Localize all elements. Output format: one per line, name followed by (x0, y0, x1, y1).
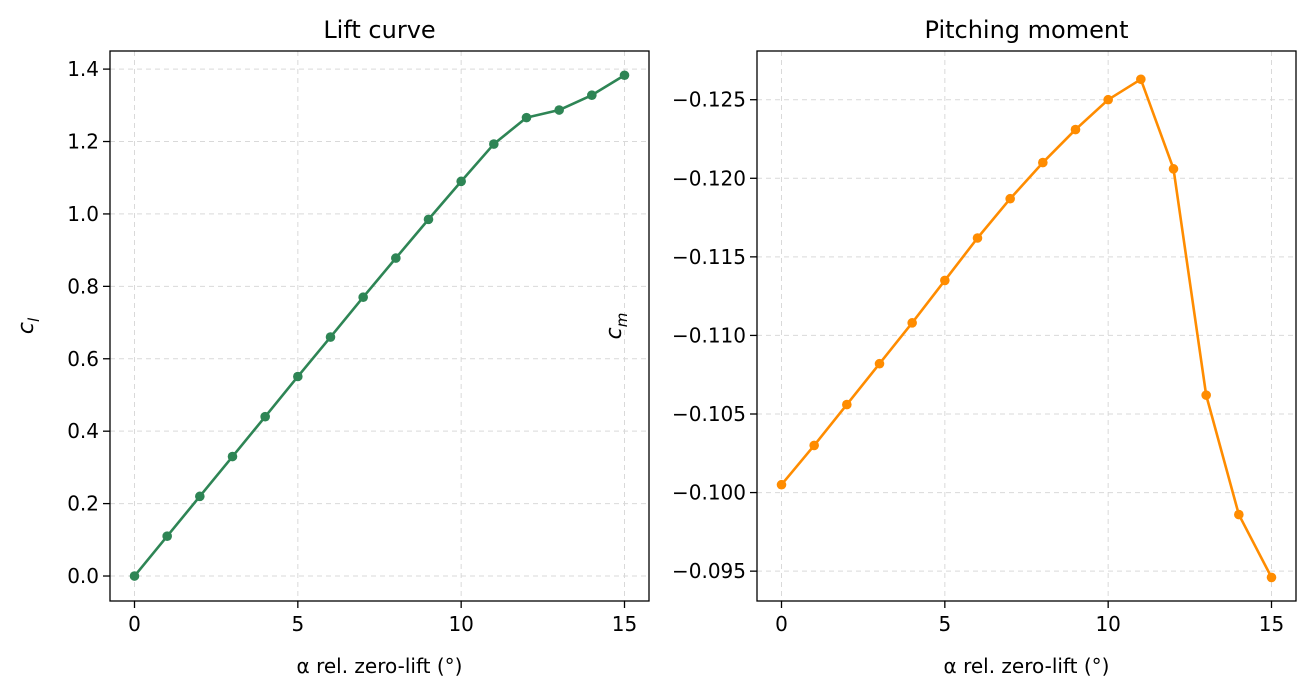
x-tick-label: 5 (291, 612, 304, 636)
y-axis-label: cm (602, 313, 631, 340)
data-point (489, 139, 499, 149)
data-point (260, 411, 270, 422)
data-point (940, 275, 950, 286)
data-point (1234, 509, 1244, 520)
x-tick-label: 15 (1259, 612, 1284, 636)
data-point (325, 332, 336, 342)
y-tick-label: −0.120 (672, 166, 746, 190)
data-point (423, 214, 434, 225)
y-tick-label: −0.115 (672, 245, 746, 269)
x-tick-label: 0 (775, 612, 788, 636)
y-tick-label: 0.2 (67, 492, 99, 516)
data-point (619, 70, 630, 81)
x-tick-label: 5 (938, 612, 951, 636)
y-tick-label: −0.110 (672, 323, 746, 347)
data-point (907, 318, 917, 328)
data-point (587, 90, 597, 100)
y-axis-label-subscript: l (25, 317, 43, 322)
data-point (972, 233, 983, 243)
y-tick-label: 0.6 (67, 347, 99, 371)
data-point (1103, 94, 1113, 105)
x-axis-label: α rel. zero-lift (°) (944, 654, 1110, 678)
data-point (1070, 124, 1081, 135)
data-point (391, 253, 401, 263)
data-point (776, 479, 787, 490)
y-tick-label: 0.4 (67, 419, 99, 443)
data-point (554, 105, 564, 115)
chart-title: Pitching moment (925, 16, 1129, 44)
data-point (1201, 390, 1211, 400)
data-point (1038, 157, 1048, 168)
y-axis-label: cl (14, 317, 43, 334)
lift-curve-panel: 0 5 10 15 0.0 0.2 0.4 0.6 0.8 1.0 1.2 1.4 Lift curve… (14, 16, 650, 678)
data-point (358, 292, 368, 303)
series-line (780, 77, 1273, 579)
y-tick-label: −0.125 (672, 88, 746, 112)
y-axis-label-symbol: c (14, 322, 39, 334)
y-tick-label: 1.0 (67, 202, 99, 226)
data-point (129, 571, 140, 581)
x-tick-label: 10 (448, 612, 473, 636)
y-axis-label-symbol: c (602, 327, 627, 339)
data-point (227, 451, 238, 462)
data-point (1005, 193, 1015, 204)
y-tick-label: 0.8 (67, 274, 99, 298)
y-tick-label: 0.0 (67, 564, 99, 588)
x-tick-label: 10 (1095, 612, 1120, 636)
data-point (809, 440, 819, 451)
data-point (195, 491, 205, 502)
data-point (1136, 74, 1146, 85)
data-point (293, 371, 303, 382)
y-tick-label: 1.4 (67, 57, 99, 81)
data-point (456, 176, 466, 187)
y-tick-label: −0.105 (672, 402, 746, 426)
y-tick-label: 1.2 (67, 130, 99, 154)
data-point (1266, 572, 1277, 583)
data-point (162, 531, 172, 541)
x-axis-label: α rel. zero-lift (°) (297, 654, 463, 678)
axes-frame (109, 50, 650, 602)
data-point (1168, 164, 1179, 174)
axes-frame (756, 50, 1297, 602)
data-point (874, 358, 885, 369)
x-tick-label: 15 (612, 612, 637, 636)
x-tick-label: 0 (128, 612, 141, 636)
y-axis-label-subscript: m (613, 313, 631, 328)
y-tick-label: −0.100 (672, 481, 746, 505)
series-line (133, 74, 626, 577)
data-point (842, 399, 852, 410)
y-tick-label: −0.095 (672, 559, 746, 583)
data-point (521, 112, 532, 123)
chart-title: Lift curve (323, 16, 435, 44)
pitching-moment-panel: 0 5 10 15 −0.125 −0.120 −0.115 −0.110 −0.105 −0.1… (602, 16, 1297, 678)
